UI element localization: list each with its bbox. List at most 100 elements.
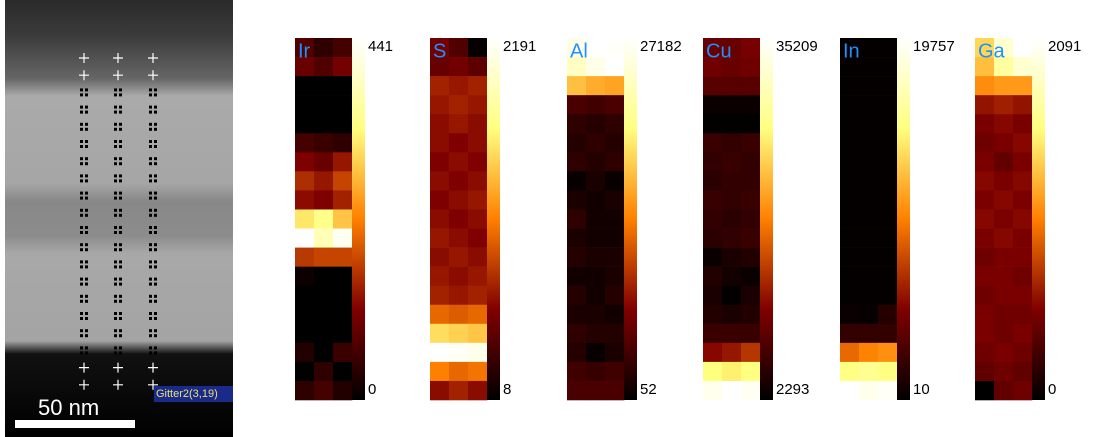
map-cell bbox=[994, 229, 1013, 248]
grid-marker bbox=[85, 174, 88, 177]
map-cell bbox=[333, 248, 352, 267]
grid-marker bbox=[80, 300, 83, 303]
map-cell bbox=[975, 267, 994, 286]
map-cell bbox=[468, 343, 487, 362]
map-cell bbox=[840, 362, 859, 381]
map-cell bbox=[1013, 286, 1032, 305]
grid-marker bbox=[85, 300, 88, 303]
grid-marker bbox=[80, 231, 83, 234]
grid-marker bbox=[154, 312, 157, 315]
map-cell bbox=[605, 381, 624, 400]
map-cell bbox=[859, 267, 878, 286]
grid-marker bbox=[114, 128, 117, 131]
map-cell bbox=[449, 362, 468, 381]
map-cell bbox=[567, 305, 586, 324]
element-label: Cu bbox=[706, 40, 732, 62]
map-cell bbox=[586, 305, 605, 324]
map-cell bbox=[468, 324, 487, 343]
map-cell bbox=[314, 95, 333, 114]
grid-marker bbox=[80, 214, 83, 217]
map-cell bbox=[430, 248, 449, 267]
map-cell bbox=[878, 267, 897, 286]
map-cell bbox=[586, 362, 605, 381]
map-cell bbox=[975, 229, 994, 248]
map-cell bbox=[605, 267, 624, 286]
grid-marker bbox=[154, 231, 157, 234]
map-cell bbox=[605, 95, 624, 114]
map-cell bbox=[975, 95, 994, 114]
map-cell bbox=[840, 209, 859, 228]
map-cell bbox=[449, 229, 468, 248]
map-cell bbox=[295, 305, 314, 324]
map-cell bbox=[722, 362, 741, 381]
grid-label: Gitter2(3,19) bbox=[156, 388, 218, 400]
grid-marker bbox=[85, 162, 88, 165]
map-cell bbox=[449, 38, 468, 57]
grid-marker bbox=[80, 278, 83, 281]
grid-marker bbox=[149, 226, 152, 229]
map-cell bbox=[449, 57, 468, 76]
map-cell bbox=[430, 362, 449, 381]
grid-marker bbox=[114, 145, 117, 148]
map-cell bbox=[994, 305, 1013, 324]
map-cell bbox=[430, 343, 449, 362]
grid-marker bbox=[149, 300, 152, 303]
map-cell bbox=[333, 152, 352, 171]
map-cell bbox=[605, 248, 624, 267]
colorbar bbox=[352, 38, 365, 400]
map-cell bbox=[567, 133, 586, 152]
scale-bar bbox=[15, 420, 135, 428]
map-cell bbox=[605, 190, 624, 209]
grid-marker bbox=[114, 248, 117, 251]
grid-marker bbox=[119, 334, 122, 337]
map-cell bbox=[1013, 381, 1032, 400]
map-cell bbox=[994, 324, 1013, 343]
grid-marker bbox=[80, 248, 83, 251]
map-cell bbox=[722, 381, 741, 400]
grid-marker bbox=[80, 88, 83, 91]
map-cell bbox=[741, 190, 760, 209]
map-cell bbox=[295, 362, 314, 381]
map-cell bbox=[314, 57, 333, 76]
map-cell bbox=[741, 305, 760, 324]
map-cell bbox=[703, 171, 722, 190]
map-cell bbox=[333, 305, 352, 324]
grid-marker bbox=[114, 88, 117, 91]
map-cell bbox=[333, 76, 352, 95]
map-cell bbox=[703, 286, 722, 305]
map-cell bbox=[333, 95, 352, 114]
map-cell bbox=[722, 248, 741, 267]
map-cell bbox=[333, 209, 352, 228]
colorbar-max: 2091 bbox=[1048, 38, 1081, 55]
map-cell bbox=[567, 76, 586, 95]
map-cell bbox=[859, 38, 878, 57]
grid-marker bbox=[114, 123, 117, 126]
map-cell bbox=[333, 229, 352, 248]
grid-marker bbox=[114, 283, 117, 286]
grid-marker bbox=[85, 93, 88, 96]
map-cell bbox=[468, 38, 487, 57]
grid-marker bbox=[85, 248, 88, 251]
grid-marker bbox=[119, 226, 122, 229]
map-cell bbox=[840, 229, 859, 248]
map-cell bbox=[1013, 38, 1032, 57]
grid-marker bbox=[114, 197, 117, 200]
grid-marker bbox=[149, 329, 152, 332]
map-cell bbox=[975, 76, 994, 95]
tem-background bbox=[5, 0, 233, 437]
map-cell bbox=[741, 133, 760, 152]
grid-marker bbox=[154, 197, 157, 200]
colorbar-min: 8 bbox=[503, 381, 511, 398]
map-cell bbox=[586, 114, 605, 133]
grid-marker bbox=[114, 214, 117, 217]
grid-marker bbox=[85, 157, 88, 160]
grid-marker bbox=[85, 283, 88, 286]
map-cell bbox=[449, 95, 468, 114]
grid-marker bbox=[154, 329, 157, 332]
map-cell bbox=[468, 190, 487, 209]
map-cell bbox=[975, 286, 994, 305]
grid-marker bbox=[154, 145, 157, 148]
map-cell bbox=[840, 305, 859, 324]
grid-marker bbox=[119, 145, 122, 148]
map-cell bbox=[975, 209, 994, 228]
